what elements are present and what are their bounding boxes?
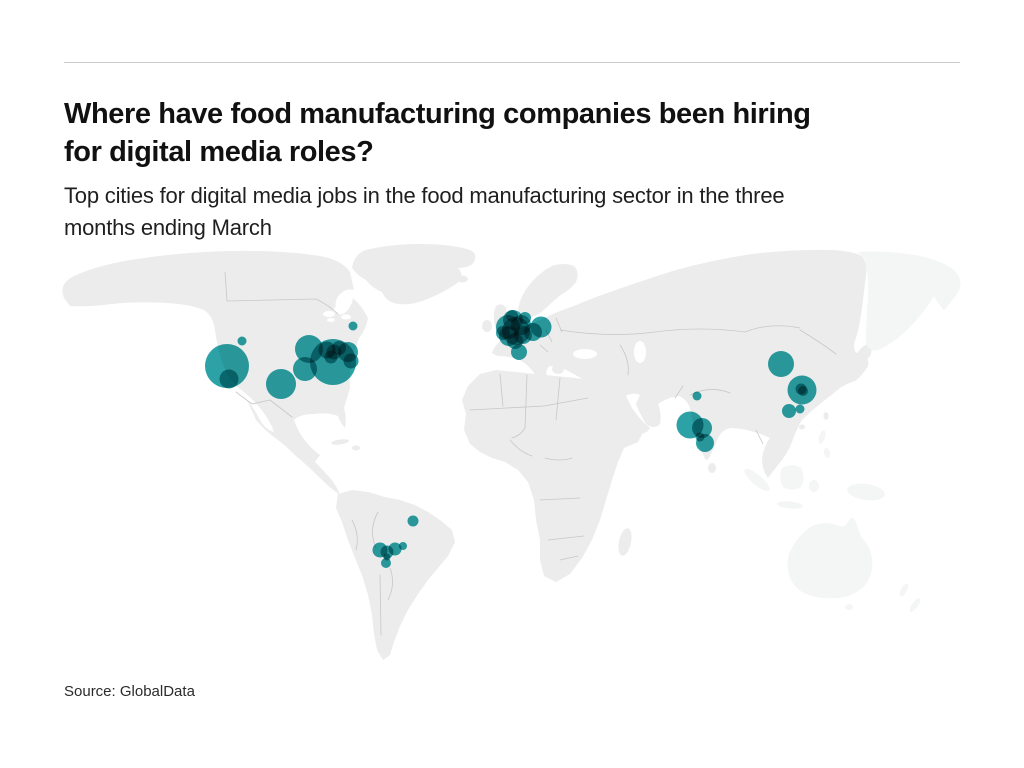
city-bubble-europe: [496, 326, 510, 340]
great-lakes: [327, 318, 335, 322]
landmass-madagascar: [618, 528, 632, 556]
landmass-scandinavia: [518, 264, 578, 318]
landmass-sumatra: [744, 469, 770, 491]
caspian-sea: [634, 341, 646, 363]
border-us-canada: [224, 271, 339, 315]
city-bubble-south-asia: [695, 432, 705, 442]
city-bubble-europe: [511, 344, 527, 360]
chart-subtitle-line2: months ending March: [64, 215, 272, 241]
city-bubble-east-asia: [795, 404, 805, 414]
great-lakes: [341, 314, 351, 320]
chart-title-line1: Where have food manufacturing companies …: [64, 98, 811, 131]
landmass-ireland: [482, 320, 492, 332]
top-divider: [64, 62, 960, 63]
city-bubble-east-asia: [768, 351, 794, 377]
borders-south-america: [351, 511, 393, 636]
borders-africa: [469, 373, 589, 561]
chart-subtitle: Top cities for digital media jobs in the…: [64, 180, 984, 244]
city-bubble-south-america: [407, 515, 419, 527]
chart-subtitle-line1: Top cities for digital media jobs in the…: [64, 183, 785, 209]
landmass-new-zealand: [909, 598, 921, 612]
city-bubble-north-america: [237, 336, 247, 346]
landmass-philippines: [823, 448, 831, 458]
basemap-land: [62, 244, 961, 660]
landmass-new-guinea: [847, 483, 885, 501]
black-sea: [573, 349, 597, 359]
city-bubble-north-america: [219, 369, 239, 389]
bubble-layer: [205, 310, 817, 568]
landmass-australia: [787, 518, 873, 599]
landmass-sakhalin-faded: [880, 321, 888, 343]
great-lakes: [323, 311, 335, 317]
city-bubble-europe: [519, 312, 531, 324]
landmass-hispaniola: [352, 445, 360, 451]
landmass-taiwan: [823, 412, 829, 420]
country-borders: [224, 271, 837, 636]
landmass-greenland: [352, 244, 476, 305]
landmass-south-america: [336, 490, 455, 660]
city-bubble-north-america: [324, 350, 338, 364]
great-lakes: [333, 307, 343, 313]
city-bubble-south-america: [383, 553, 391, 561]
city-bubble-europe: [506, 310, 518, 322]
city-bubble-europe: [524, 323, 542, 341]
source-label: Source: GlobalData: [64, 683, 195, 700]
city-bubble-north-america: [343, 353, 359, 369]
landmass-new-zealand: [899, 583, 909, 597]
landmass-africa: [462, 370, 644, 582]
landmass-tasmania: [845, 604, 853, 610]
landmass-greece: [552, 364, 564, 374]
landmass-sri-lanka: [708, 463, 716, 473]
chart-title: Where have food manufacturing companies …: [64, 95, 964, 171]
landmass-iceland: [456, 275, 468, 283]
landmass-north-america: [62, 250, 368, 495]
landmass-ne-siberia-faded: [858, 251, 961, 351]
landmass-borneo: [780, 465, 804, 490]
border-us-mexico: [235, 391, 293, 418]
city-bubble-south-america: [388, 542, 402, 556]
city-bubble-east-asia: [798, 386, 808, 396]
city-bubble-north-america: [266, 369, 296, 399]
city-bubble-south-america: [381, 558, 391, 568]
landmass-sulawesi: [809, 480, 819, 492]
city-bubble-north-america: [348, 321, 358, 331]
borders-asia: [559, 325, 837, 445]
chart-title-line2: for digital media roles?: [64, 136, 374, 169]
landmass-philippines: [818, 430, 826, 444]
city-bubble-east-asia: [782, 404, 796, 418]
landmass-java: [777, 501, 803, 509]
landmass-hainan: [799, 424, 805, 430]
landmass-cuba: [331, 439, 349, 445]
landmass-japan: [838, 344, 872, 381]
landmass-eurasia: [492, 249, 869, 478]
city-bubble-south-asia: [692, 391, 702, 401]
city-bubble-south-asia: [692, 418, 712, 438]
city-bubble-south-america: [399, 542, 407, 550]
